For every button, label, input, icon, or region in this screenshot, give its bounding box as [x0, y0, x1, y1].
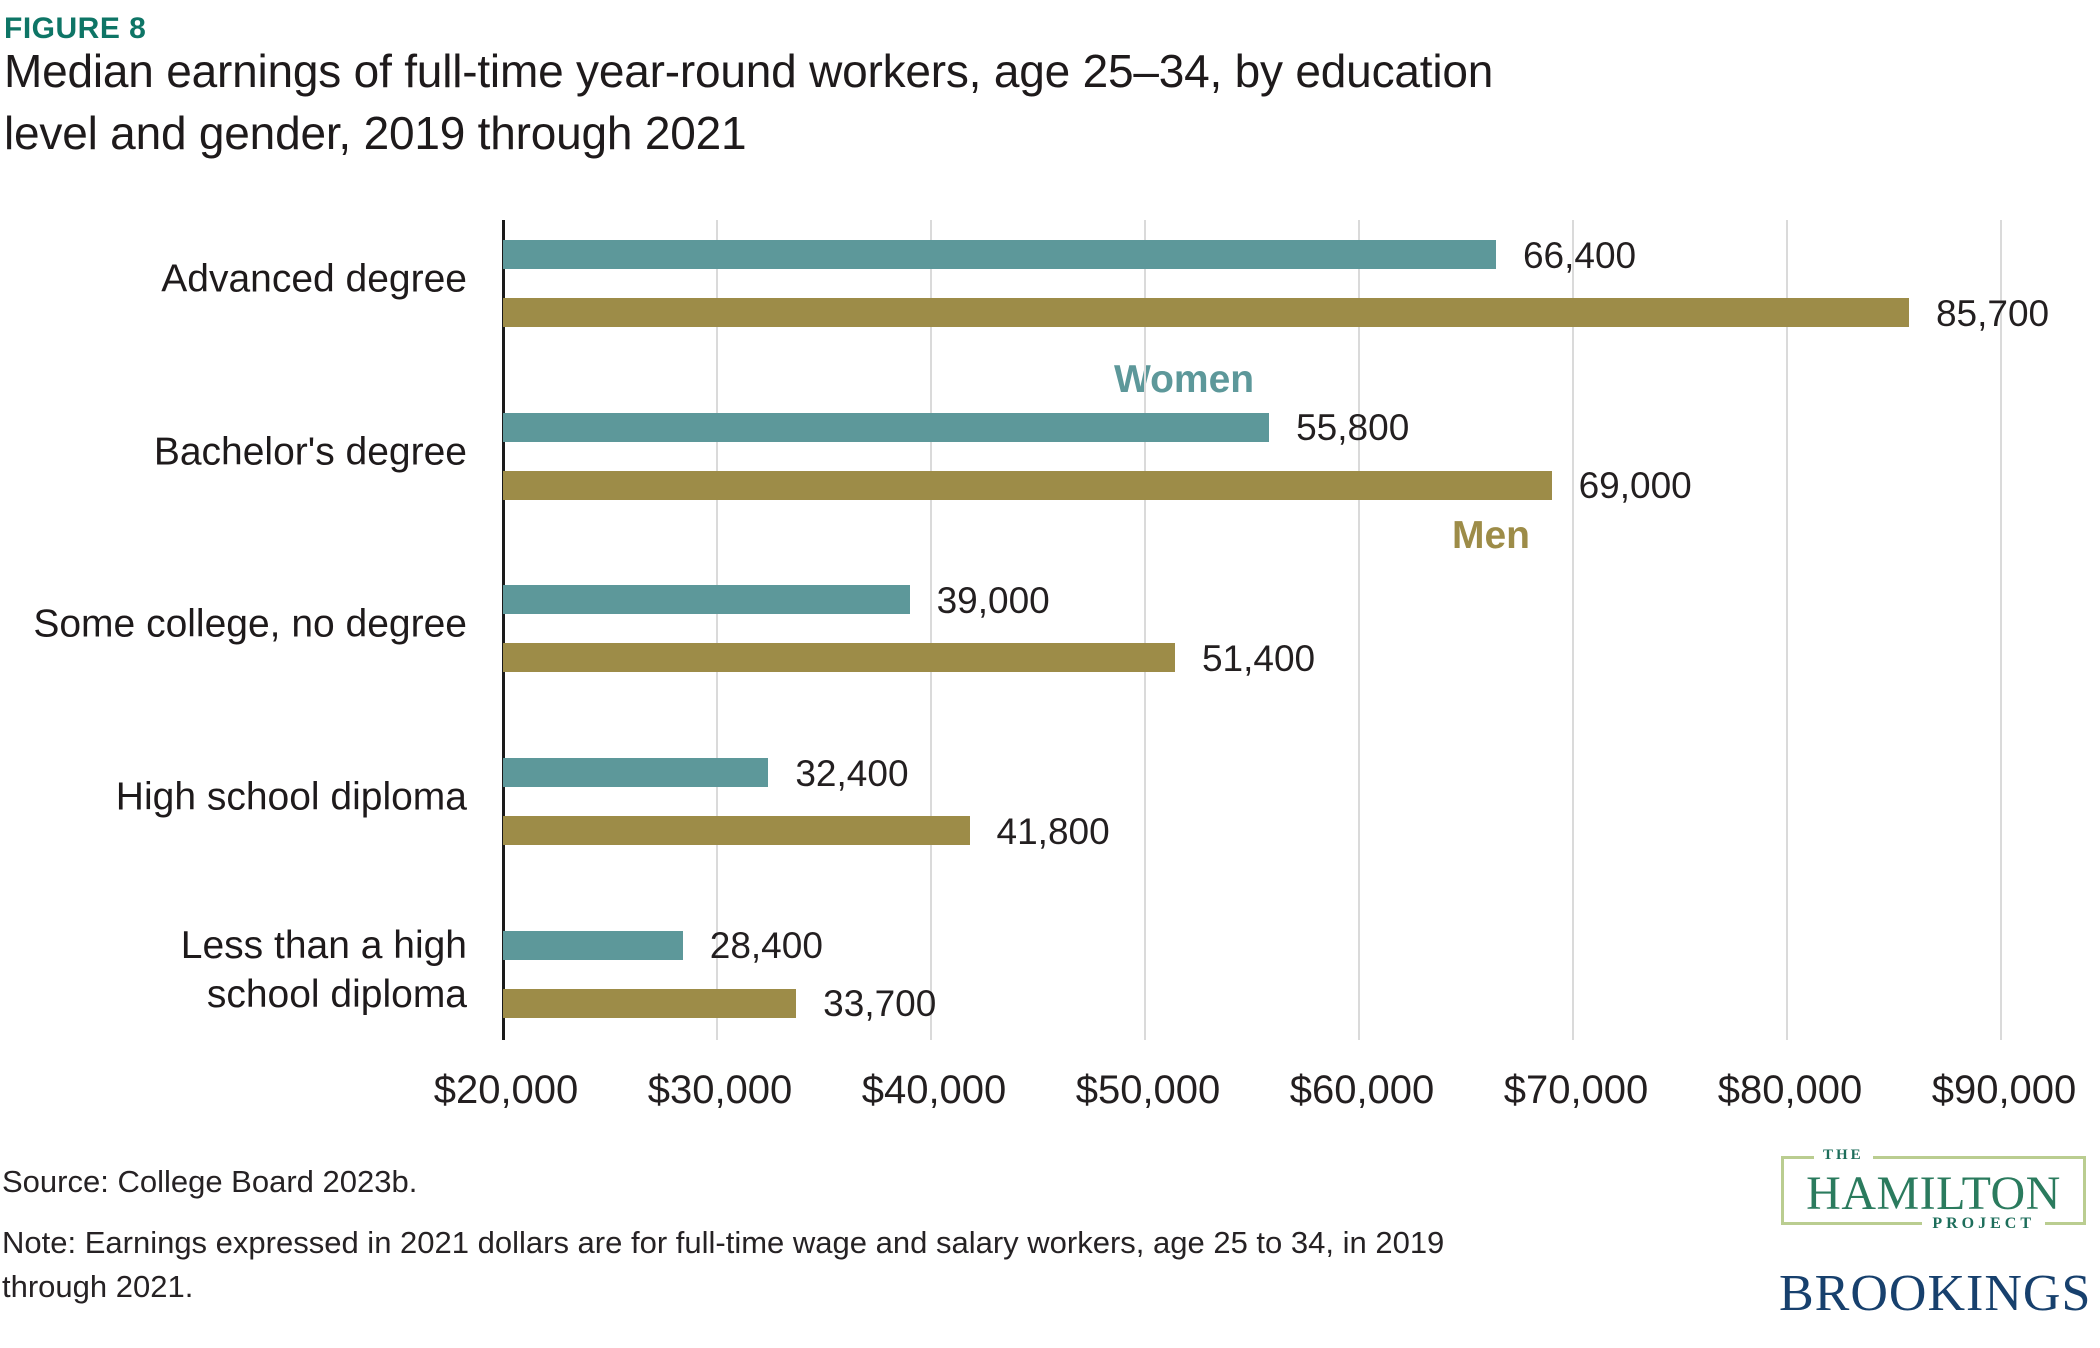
value-label-men: 85,700	[1935, 292, 2050, 334]
legend-men-label: Men	[1452, 514, 1530, 557]
note-text: Note: Earnings expressed in 2021 dollars…	[2, 1225, 1445, 1304]
chart-title: Median earnings of full-time year-round …	[4, 45, 1494, 159]
hamilton-logo-the: THE	[1814, 1147, 1873, 1164]
brookings-logo: BROOKINGS	[1779, 1265, 2092, 1322]
gridline-90000	[2000, 220, 2002, 1040]
gridline-60000	[1358, 220, 1360, 1040]
x-tick-label: $50,000	[1075, 1068, 1221, 1112]
category-label: Some college, no degree	[33, 602, 467, 646]
x-tick-label: $60,000	[1289, 1068, 1435, 1112]
figure-label: FIGURE 8	[4, 12, 147, 45]
gridline-80000	[1786, 220, 1788, 1040]
legend-women-label: Women	[1114, 358, 1255, 401]
x-tick-label: $20,000	[433, 1068, 579, 1112]
category-label: Advanced degree	[161, 257, 467, 301]
value-label-men: 69,000	[1578, 465, 1692, 507]
value-label-men: 41,800	[996, 810, 1110, 852]
bar-men-high-school-diploma	[503, 816, 970, 846]
bar-men-advanced-degree	[503, 298, 1909, 327]
value-label-men: 51,400	[1201, 637, 1316, 679]
x-tick-label: $40,000	[861, 1068, 1007, 1112]
hamilton-project-logo: THE HAMILTON PROJECT	[1781, 1147, 2086, 1233]
x-tick-label: $30,000	[647, 1068, 793, 1112]
gridline-30000	[716, 220, 718, 1040]
x-tick-label: $80,000	[1717, 1068, 1863, 1112]
value-label-men: 33,700	[823, 983, 937, 1025]
category-label: Less than a high school diploma	[180, 923, 467, 1016]
x-tick-label: $70,000	[1503, 1068, 1649, 1112]
value-label-women: 32,400	[795, 752, 909, 794]
value-label-women: 66,400	[1522, 234, 1637, 276]
value-label-women: 39,000	[936, 579, 1050, 621]
bar-women-bachelor-s-degree	[503, 412, 1270, 442]
value-label-women: 55,800	[1296, 407, 1410, 449]
x-tick-label: $90,000	[1931, 1068, 2077, 1112]
bar-women-advanced-degree	[503, 240, 1496, 269]
bar-men-some-college-no-degree	[503, 643, 1175, 673]
bar-men-less-than-a-high-school-diploma	[503, 988, 797, 1018]
category-label: High school diploma	[115, 775, 467, 819]
gridline-40000	[930, 220, 932, 1040]
bar-men-bachelor-s-degree	[503, 470, 1552, 500]
source-text: Source: College Board 2023b.	[2, 1164, 418, 1199]
hamilton-logo-project: PROJECT	[1922, 1215, 2045, 1233]
bar-women-less-than-a-high-school-diploma	[503, 930, 683, 960]
y-axis-line	[502, 220, 505, 1040]
value-label-women: 28,400	[709, 925, 823, 967]
gridline-50000	[1144, 220, 1146, 1040]
category-label: Bachelor's degree	[153, 430, 467, 474]
bar-women-some-college-no-degree	[503, 585, 910, 615]
gridline-70000	[1572, 220, 1574, 1040]
hamilton-logo-name: HAMILTON	[1806, 1167, 2061, 1220]
bar-women-high-school-diploma	[503, 758, 769, 788]
